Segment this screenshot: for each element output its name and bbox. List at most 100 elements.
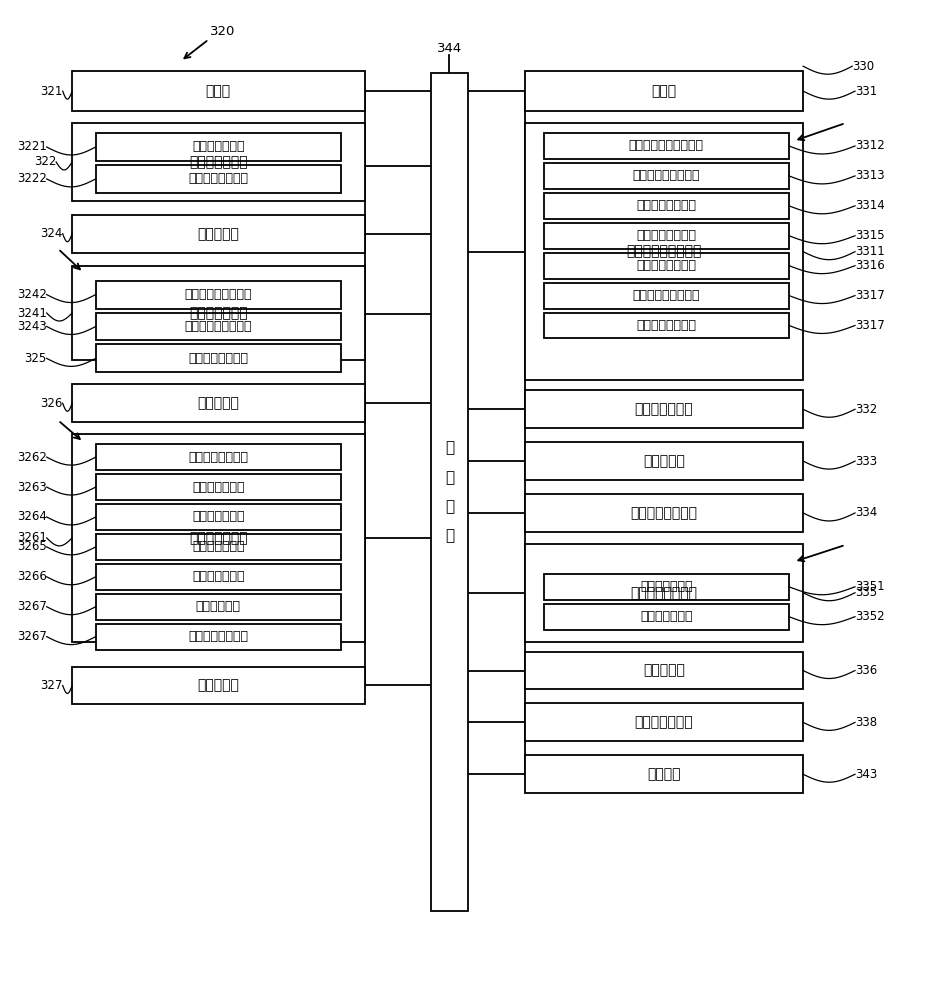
Text: 特征峰判定单元: 特征峰判定单元 xyxy=(192,540,245,553)
Bar xyxy=(544,163,789,189)
Text: 325: 325 xyxy=(25,352,46,365)
Bar xyxy=(96,344,341,372)
Text: 3221: 3221 xyxy=(17,140,46,153)
Text: 3265: 3265 xyxy=(17,540,46,553)
Text: 暗电流方差计算单元: 暗电流方差计算单元 xyxy=(633,169,700,182)
Text: 3312: 3312 xyxy=(855,139,885,152)
Text: 像素坏点判断处理部: 像素坏点判断处理部 xyxy=(626,245,702,259)
Text: 噪声值获取单元: 噪声值获取单元 xyxy=(192,570,245,583)
Bar xyxy=(96,534,341,560)
Bar xyxy=(544,223,789,249)
Bar xyxy=(525,544,803,642)
Bar xyxy=(72,434,364,642)
Text: 338: 338 xyxy=(855,716,877,729)
Text: 3242: 3242 xyxy=(17,288,46,301)
Bar xyxy=(544,253,789,279)
Text: 343: 343 xyxy=(855,768,877,781)
Text: 光谱合并部: 光谱合并部 xyxy=(643,664,685,678)
Text: 3262: 3262 xyxy=(17,451,46,464)
Bar xyxy=(72,215,364,253)
Text: 3261: 3261 xyxy=(17,531,46,544)
Bar xyxy=(544,193,789,219)
Text: 3315: 3315 xyxy=(855,229,885,242)
Bar xyxy=(72,384,364,422)
Bar xyxy=(96,624,341,650)
Text: 3264: 3264 xyxy=(17,510,46,523)
Text: 332: 332 xyxy=(855,403,877,416)
Text: 327: 327 xyxy=(41,679,62,692)
Bar xyxy=(96,313,341,340)
Text: 第二条件判断单元: 第二条件判断单元 xyxy=(188,352,249,365)
Bar xyxy=(96,165,341,193)
Bar xyxy=(525,123,803,380)
Text: 336: 336 xyxy=(855,664,877,677)
Text: 最大量程值获取单元: 最大量程值获取单元 xyxy=(184,320,252,333)
Bar xyxy=(96,594,341,620)
Text: 第三设定部: 第三设定部 xyxy=(198,678,239,692)
Text: 判定部: 判定部 xyxy=(652,84,676,98)
Text: 335: 335 xyxy=(855,586,877,599)
Bar xyxy=(96,281,341,309)
Text: 比值计算单元: 比值计算单元 xyxy=(196,600,241,613)
Bar xyxy=(96,474,341,500)
Text: 334: 334 xyxy=(855,506,877,519)
Text: 330: 330 xyxy=(852,60,874,73)
Text: 第一条件判断单元: 第一条件判断单元 xyxy=(188,172,249,185)
Bar xyxy=(72,123,364,201)
Bar xyxy=(544,283,789,309)
Text: 光谱合格率判断部: 光谱合格率判断部 xyxy=(630,586,697,600)
Bar xyxy=(525,442,803,480)
Text: 强度值获取单元: 强度值获取单元 xyxy=(192,510,245,523)
Bar xyxy=(525,652,803,689)
Text: 3241: 3241 xyxy=(17,307,46,320)
Text: 修复强度值计算单元: 修复强度值计算单元 xyxy=(633,289,700,302)
Text: 像素坏点判断单元: 像素坏点判断单元 xyxy=(637,229,696,242)
Text: 预定范围计算单元: 预定范围计算单元 xyxy=(637,199,696,212)
Text: 331: 331 xyxy=(855,85,877,98)
Text: 第二设定部: 第二设定部 xyxy=(198,396,239,410)
Bar xyxy=(544,574,789,600)
Text: 3317: 3317 xyxy=(855,289,885,302)
Text: 合格率计算单元: 合格率计算单元 xyxy=(640,580,692,593)
Text: 接收部: 接收部 xyxy=(206,84,231,98)
Bar xyxy=(72,266,364,360)
Text: 333: 333 xyxy=(855,455,877,468)
Bar xyxy=(544,313,789,338)
Bar xyxy=(525,390,803,428)
Text: 合格率判断单元: 合格率判断单元 xyxy=(640,610,692,623)
Text: 光谱相似度计算部: 光谱相似度计算部 xyxy=(630,506,697,520)
Bar xyxy=(525,494,803,532)
Text: 322: 322 xyxy=(34,155,56,168)
Text: 最大强度值获取单元: 最大强度值获取单元 xyxy=(184,288,252,301)
Text: 预定规则获取单元: 预定规则获取单元 xyxy=(188,451,249,464)
Text: 第二获取判断部: 第二获取判断部 xyxy=(189,306,248,320)
Bar xyxy=(525,755,803,793)
Text: 背景扣除处理部: 背景扣除处理部 xyxy=(635,402,693,416)
Text: 326: 326 xyxy=(41,397,62,410)
Text: 3313: 3313 xyxy=(855,169,885,182)
Text: 最终光谱设定部: 最终光谱设定部 xyxy=(635,715,693,729)
Bar xyxy=(72,71,364,111)
Text: 344: 344 xyxy=(437,42,462,55)
Bar xyxy=(525,71,803,111)
Bar xyxy=(72,667,364,704)
Text: 第三获取判断部: 第三获取判断部 xyxy=(189,531,248,545)
Text: 3311: 3311 xyxy=(855,245,885,258)
Bar xyxy=(96,564,341,590)
Bar xyxy=(96,444,341,470)
Text: 位移值获取单元: 位移值获取单元 xyxy=(192,140,245,153)
Text: 3267: 3267 xyxy=(17,600,46,613)
Text: 第三条件判断单元: 第三条件判断单元 xyxy=(188,630,249,643)
Bar xyxy=(96,133,341,161)
Text: 3317: 3317 xyxy=(855,319,885,332)
Bar xyxy=(430,73,468,911)
Text: 相邻位移计算单元: 相邻位移计算单元 xyxy=(637,259,696,272)
Text: 3266: 3266 xyxy=(17,570,46,583)
Text: 平均暗电流值计算单元: 平均暗电流值计算单元 xyxy=(629,139,704,152)
Text: 324: 324 xyxy=(41,227,62,240)
Text: 3316: 3316 xyxy=(855,259,885,272)
Text: 第一设定部: 第一设定部 xyxy=(198,227,239,241)
Bar xyxy=(525,703,803,741)
Text: 3351: 3351 xyxy=(855,580,885,593)
Text: 平滑处理部: 平滑处理部 xyxy=(643,454,685,468)
